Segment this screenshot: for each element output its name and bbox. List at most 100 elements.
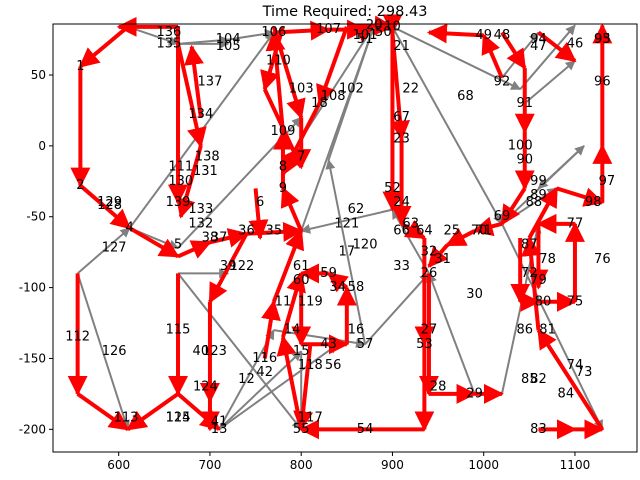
node-label: 121	[334, 216, 359, 231]
node-label: 36	[238, 223, 255, 238]
other-edge	[427, 272, 476, 395]
node-label: 136	[156, 25, 181, 40]
node-label: 97	[599, 174, 616, 189]
node-label: 126	[102, 344, 127, 359]
node-label: 39	[220, 259, 237, 274]
chart-title: Time Required: 298.43	[262, 4, 428, 20]
node-label: 116	[252, 351, 277, 366]
node-label: 77	[567, 216, 584, 231]
route-edge	[208, 232, 249, 304]
node-label: 8	[279, 160, 287, 175]
node-label: 43	[320, 337, 337, 352]
node-label: 32	[421, 245, 438, 260]
node-label: 98	[585, 195, 602, 210]
node-label: 64	[416, 223, 433, 238]
route-edge	[472, 216, 503, 237]
node-label: 26	[421, 266, 438, 281]
route-edge	[536, 328, 605, 431]
node-label: 54	[357, 422, 374, 437]
route-edge	[126, 392, 180, 431]
other-edge	[300, 208, 393, 234]
node-label: 10	[384, 19, 401, 34]
node-label: 93	[594, 32, 611, 47]
node-label: 81	[539, 323, 556, 338]
node-label: 94	[530, 32, 547, 47]
other-edge	[76, 273, 130, 431]
x-axis: 600 700 800 900 1000 1100	[107, 452, 590, 472]
node-label: 120	[353, 238, 378, 253]
y-tick-label: -50	[26, 210, 46, 224]
route-edges	[67, 14, 613, 440]
other-edge	[537, 145, 585, 190]
x-tick-label: 700	[198, 458, 221, 472]
node-label: 31	[434, 252, 451, 267]
y-axis: 50 0 -50 -100 -150 -200	[19, 68, 53, 436]
node-label: 60	[293, 273, 310, 288]
node-label: 92	[494, 75, 511, 90]
node-label: 69	[494, 209, 511, 224]
node-label: 109	[271, 124, 296, 139]
node-label: 40	[193, 344, 210, 359]
node-label: 135	[156, 36, 181, 51]
node-label: 127	[102, 240, 127, 255]
x-tick-label: 1000	[468, 458, 499, 472]
node-label: 95	[594, 32, 611, 47]
route-edge	[521, 236, 542, 331]
node-label: 74	[567, 358, 584, 373]
node-label: 86	[516, 323, 533, 338]
node-label: 113	[114, 410, 139, 425]
node-label: 125	[166, 410, 191, 425]
node-label: 88	[526, 195, 543, 210]
node-label: 13	[211, 422, 228, 437]
node-label: 37	[211, 231, 228, 246]
node-label: 35	[266, 223, 283, 238]
route-edge	[176, 43, 207, 148]
route-edge	[184, 44, 204, 118]
route-edge	[261, 299, 281, 359]
node-label: 105	[216, 39, 241, 54]
node-label: 75	[567, 294, 584, 309]
other-edge	[325, 159, 367, 345]
node-label: 2	[76, 178, 84, 193]
node-label: 102	[339, 82, 364, 97]
route-edge	[500, 31, 527, 70]
route-edge	[281, 102, 322, 177]
node-label: 7	[297, 150, 305, 165]
node-label: 48	[494, 28, 511, 43]
other-edge	[273, 329, 367, 348]
node-label: 28	[430, 379, 447, 394]
other-edge	[218, 343, 339, 431]
x-tick-label: 800	[290, 458, 313, 472]
x-tick-label: 600	[107, 458, 130, 472]
node-label: 62	[348, 202, 365, 217]
node-label: 137	[198, 75, 223, 90]
node-label: 70	[471, 223, 488, 238]
node-label: 71	[475, 223, 492, 238]
route-edge	[426, 23, 484, 44]
node-label: 80	[535, 294, 552, 309]
node-label: 41	[211, 415, 228, 430]
node-label: 68	[457, 89, 474, 104]
node-label: 90	[516, 153, 533, 168]
route-edge	[445, 227, 476, 247]
y-tick-label: 50	[31, 68, 46, 82]
node-label: 101	[353, 28, 378, 43]
node-label: 61	[293, 259, 310, 274]
node-label: 6	[256, 195, 264, 210]
route-edge	[209, 228, 249, 248]
route-edge	[260, 26, 285, 92]
node-label: 108	[321, 89, 346, 104]
node-label: 24	[393, 195, 410, 210]
route-edge	[427, 243, 449, 268]
node-label: 100	[508, 138, 533, 153]
node-label: 55	[293, 422, 310, 437]
route-edge	[326, 271, 349, 293]
node-label: 34	[329, 280, 346, 295]
other-edge	[364, 272, 430, 345]
node-label: 4	[126, 221, 134, 236]
route-edge	[76, 392, 130, 431]
node-label: 91	[516, 96, 533, 111]
other-edge	[300, 24, 376, 232]
node-label: 47	[530, 39, 547, 54]
